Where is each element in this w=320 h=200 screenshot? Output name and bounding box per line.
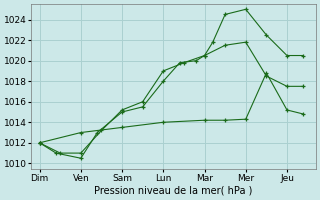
X-axis label: Pression niveau de la mer( hPa ): Pression niveau de la mer( hPa )	[94, 186, 253, 196]
